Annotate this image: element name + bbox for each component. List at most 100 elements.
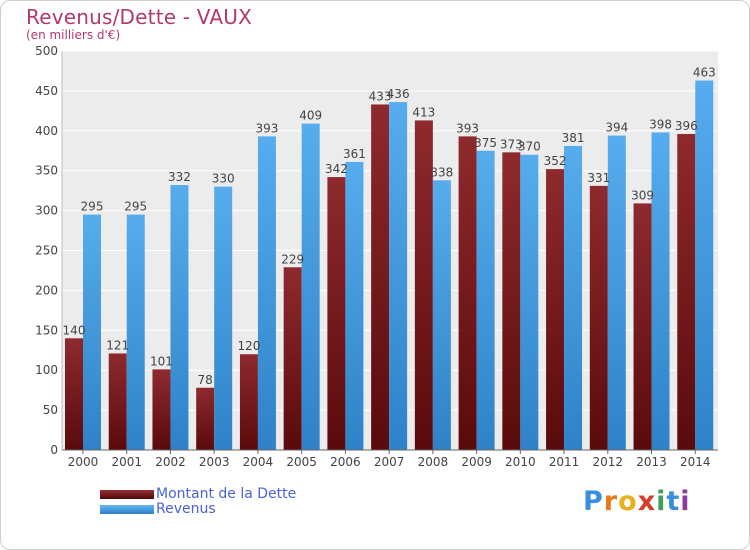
- y-tick-label: 0: [50, 443, 58, 457]
- bar-revenue: [695, 80, 714, 450]
- data-label-debt: 101: [150, 354, 173, 368]
- bar-debt: [196, 387, 215, 450]
- x-tick-label: 2002: [155, 455, 186, 469]
- logo-letter: r: [603, 486, 619, 517]
- x-tick-label: 2000: [68, 455, 99, 469]
- x-tick-label: 2009: [461, 455, 492, 469]
- data-label-debt: 78: [198, 373, 213, 387]
- x-tick-label: 2006: [330, 455, 361, 469]
- data-label-debt: 342: [325, 162, 348, 176]
- x-tick-label: 2011: [549, 455, 580, 469]
- legend-label-revenue: Revenus: [156, 501, 216, 517]
- bar-debt: [152, 369, 171, 450]
- bar-revenue: [607, 135, 626, 450]
- data-label-debt: 413: [412, 105, 435, 119]
- bar-debt: [108, 353, 127, 450]
- x-tick-label: 2005: [286, 455, 317, 469]
- logo-letter: x: [637, 486, 657, 517]
- logo-letter: o: [618, 486, 638, 517]
- bar-revenue: [301, 123, 320, 451]
- bar-debt: [458, 136, 477, 451]
- bar-revenue: [257, 136, 276, 451]
- bar-revenue: [170, 185, 189, 450]
- legend-label-debt: Montant de la Dette: [156, 486, 297, 502]
- x-tick-label: 2007: [374, 455, 405, 469]
- y-tick-label: 300: [35, 204, 58, 218]
- bar-debt: [239, 354, 258, 450]
- bar-revenue: [83, 214, 101, 450]
- data-label-debt: 393: [456, 121, 479, 135]
- bar-revenue: [126, 214, 145, 450]
- data-label-revenue: 393: [255, 121, 278, 135]
- bar-debt: [677, 133, 696, 450]
- logo-letter: i: [680, 486, 691, 517]
- x-tick-label: 2013: [636, 455, 667, 469]
- chart-title: Revenus/Dette - VAUX: [26, 5, 253, 29]
- x-tick-label: 2014: [680, 455, 711, 469]
- x-tick-label: 2003: [199, 455, 230, 469]
- bar-debt: [502, 152, 521, 450]
- bar-revenue: [389, 102, 408, 451]
- data-label-revenue: 361: [343, 147, 366, 161]
- bar-debt: [546, 169, 565, 450]
- data-label-revenue: 463: [693, 66, 716, 80]
- data-label-debt: 352: [544, 154, 567, 168]
- x-tick-label: 2010: [505, 455, 536, 469]
- y-tick-label: 250: [35, 244, 58, 258]
- bar-debt: [283, 267, 302, 450]
- y-tick-label: 350: [35, 164, 58, 178]
- y-tick-label: 500: [35, 44, 58, 58]
- bar-debt: [65, 338, 83, 450]
- y-tick-label: 150: [35, 323, 58, 337]
- data-label-revenue: 375: [474, 136, 497, 150]
- legend-swatch-debt: [100, 490, 154, 499]
- data-label-revenue: 295: [124, 200, 147, 214]
- data-label-debt: 396: [675, 119, 698, 133]
- data-label-revenue: 436: [387, 87, 410, 101]
- data-label-revenue: 332: [168, 170, 191, 184]
- y-tick-label: 100: [35, 363, 58, 377]
- bar-revenue: [476, 150, 495, 450]
- data-label-revenue: 338: [430, 165, 453, 179]
- data-label-debt: 309: [631, 188, 654, 202]
- y-tick-label: 200: [35, 283, 58, 297]
- y-tick-label: 450: [35, 84, 58, 98]
- logo-letter: t: [666, 486, 681, 517]
- bar-revenue: [214, 186, 233, 450]
- data-label-revenue: 409: [299, 109, 322, 123]
- x-tick-label: 2012: [593, 455, 624, 469]
- data-label-revenue: 330: [212, 172, 235, 186]
- bar-revenue: [651, 132, 670, 450]
- data-label-debt: 433: [369, 89, 392, 103]
- chart-subtitle: (en milliers d'€): [26, 28, 121, 42]
- legend-swatch-revenue: [100, 505, 154, 514]
- bar-revenue: [564, 145, 583, 450]
- data-label-debt: 121: [106, 338, 129, 352]
- bar-debt: [414, 120, 433, 451]
- bar-debt: [327, 177, 346, 451]
- bar-revenue: [520, 154, 539, 451]
- data-label-debt: 140: [63, 323, 86, 337]
- bar-revenue: [432, 180, 451, 450]
- logo-letter: P: [583, 486, 604, 517]
- data-label-revenue: 370: [518, 140, 541, 154]
- data-label-debt: 120: [237, 339, 260, 353]
- proxiti-logo: Proxiti: [583, 486, 691, 517]
- data-label-debt: 229: [281, 252, 304, 266]
- bar-debt: [371, 104, 390, 450]
- data-label-revenue: 394: [605, 121, 628, 135]
- data-label-debt: 331: [587, 171, 610, 185]
- bar-debt: [633, 203, 652, 450]
- bar-debt: [589, 185, 608, 450]
- y-tick-label: 400: [35, 124, 58, 138]
- bar-revenue: [345, 161, 364, 450]
- x-tick-label: 2008: [418, 455, 449, 469]
- data-label-revenue: 295: [81, 200, 104, 214]
- data-label-revenue: 381: [562, 131, 585, 145]
- data-label-debt: 373: [500, 137, 523, 151]
- x-tick-label: 2004: [243, 455, 274, 469]
- logo-letter: i: [656, 486, 667, 517]
- data-label-revenue: 398: [649, 117, 672, 131]
- y-tick-label: 50: [43, 403, 58, 417]
